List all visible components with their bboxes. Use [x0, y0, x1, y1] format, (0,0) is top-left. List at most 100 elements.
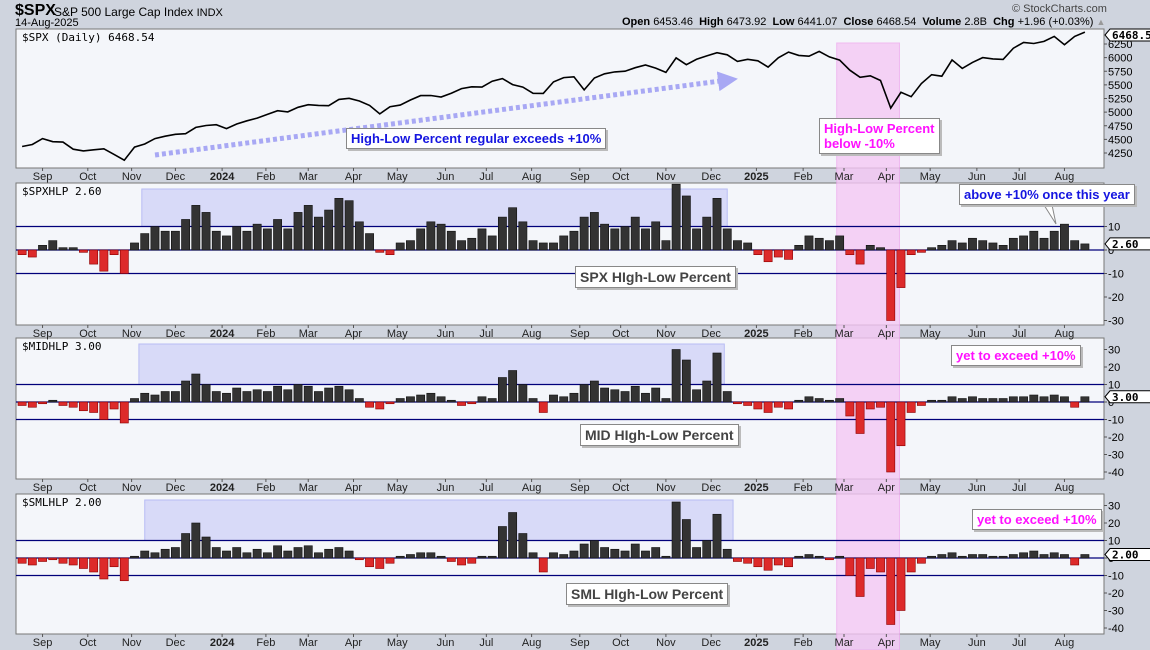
last-value-label: 3.00 [1112, 391, 1139, 404]
hlp-bar [314, 216, 323, 251]
hlp-bar [416, 228, 426, 251]
x-tick-label: Mar [299, 171, 318, 183]
close-label: Close [843, 16, 874, 28]
hlp-bar [763, 401, 773, 413]
hlp-bar [385, 401, 395, 405]
x-tick-label: Sep [33, 171, 53, 183]
hlp-bar [865, 245, 875, 251]
hlp-bar [242, 552, 252, 559]
hlp-bar [262, 228, 272, 251]
hlp-bar [978, 240, 988, 251]
hlp-bar [170, 547, 180, 559]
hlp-bar [181, 380, 191, 403]
x-tick-label: May [387, 171, 408, 183]
hlp-bar [702, 380, 712, 403]
hlp-bar [610, 389, 620, 403]
hlp-bar [457, 557, 466, 566]
x-tick-label: May [387, 482, 408, 494]
hlp-bar [998, 555, 1008, 559]
hlp-bar [978, 398, 988, 403]
x-tick-label: Oct [612, 482, 629, 494]
hlp-bar [845, 401, 855, 417]
hlp-bar [467, 557, 477, 564]
hlp-bar [477, 396, 487, 403]
triangle-up-icon[interactable]: ▲ [1096, 17, 1106, 27]
hlp-bar [957, 242, 967, 251]
hlp-bar [467, 401, 477, 405]
x-tick-label: 2025 [744, 482, 768, 494]
hlp-bar [283, 228, 293, 251]
x-tick-label: Feb [256, 637, 275, 649]
hlp-bar [89, 249, 99, 265]
panel-legend: $SPXHLP 2.60 [22, 185, 101, 198]
hlp-bar [232, 387, 242, 403]
hlp-bar [579, 216, 589, 251]
hlp-bar [773, 401, 783, 408]
hlp-bar [68, 557, 78, 566]
hlp-bar [814, 237, 824, 251]
panel-label-spx-hlp: SPX HIgh-Low Percent [575, 266, 736, 288]
hlp-bar [416, 552, 426, 559]
hlp-bar [702, 216, 712, 251]
hlp-bar [712, 352, 722, 403]
hlp-bar [763, 557, 773, 571]
x-tick-label: Oct [79, 328, 96, 340]
last-value-tag [1104, 28, 1150, 42]
y-tick-label: 5750 [1108, 66, 1132, 78]
hlp-bar [109, 557, 119, 568]
hlp-bar [733, 401, 742, 405]
hlp-bar [886, 401, 896, 473]
hlp-bar [947, 552, 957, 559]
hlp-bar [365, 233, 374, 251]
hlp-bar [814, 398, 824, 403]
hlp-bar [344, 200, 354, 251]
hlp-bar [906, 249, 916, 255]
hlp-bar [99, 557, 109, 580]
hlp-bar [835, 398, 845, 403]
hlp-bar [661, 398, 671, 403]
x-tick-label: Sep [570, 328, 590, 340]
hlp-bar [365, 557, 374, 568]
hlp-bar [446, 399, 456, 403]
last-value-tag [1104, 237, 1150, 251]
close-value: 6468.54 [876, 16, 917, 28]
hlp-bar [211, 547, 221, 559]
x-tick-label: Jul [479, 328, 493, 340]
hlp-bar [1070, 557, 1080, 566]
hlp-bar [1049, 552, 1059, 559]
hlp-bar [467, 237, 477, 251]
x-tick-label: Dec [166, 482, 186, 494]
x-tick-label: Jun [437, 482, 455, 494]
x-tick-label: Jun [968, 482, 986, 494]
high-value: 6473.92 [726, 16, 767, 28]
hlp-bar [436, 555, 446, 559]
hlp-bar [508, 207, 518, 251]
hlp-bar [743, 557, 753, 564]
hlp-bar [947, 396, 957, 403]
x-tick-label: Aug [1055, 328, 1075, 340]
x-tick-label: Apr [878, 328, 895, 340]
hlp-bar [538, 401, 548, 413]
x-tick-label: Mar [299, 482, 318, 494]
hlp-bar [406, 240, 415, 251]
hlp-bar [784, 557, 793, 568]
hlp-bar [794, 555, 804, 559]
hlp-bar [927, 399, 937, 403]
hlp-bar [743, 401, 753, 406]
hlp-bar [395, 555, 405, 559]
hlp-bar [1070, 240, 1080, 251]
hlp-bar [916, 249, 926, 253]
hlp-bar [344, 550, 354, 559]
x-tick-label: Dec [701, 171, 721, 183]
hlp-bar [508, 370, 518, 403]
hlp-bar [17, 401, 27, 406]
hlp-bar [641, 550, 650, 559]
y-tick-label: 30 [1108, 345, 1120, 357]
hlp-bar [620, 391, 630, 403]
hlp-bar [855, 401, 865, 434]
x-tick-label: Nov [122, 482, 142, 494]
hlp-bar [130, 398, 139, 403]
hlp-bar [743, 242, 753, 251]
hlp-bar [814, 555, 824, 559]
security-full-name: S&P 500 Large Cap Index [54, 5, 194, 19]
